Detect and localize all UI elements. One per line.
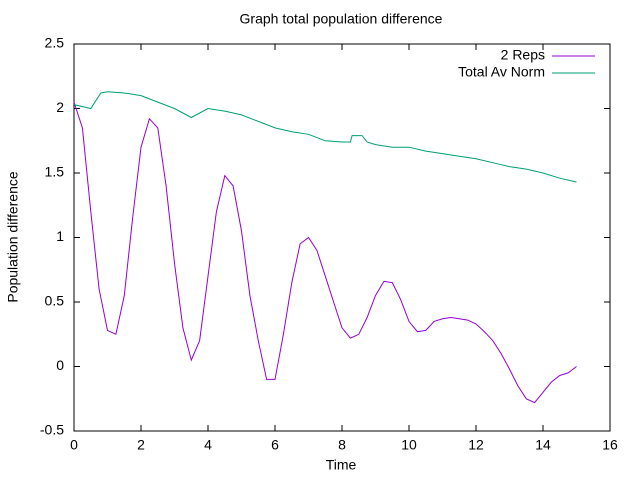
x-tick-label: 0 — [70, 437, 78, 453]
x-tick-label: 12 — [468, 437, 484, 453]
x-tick-label: 8 — [338, 437, 346, 453]
series-line — [73, 101, 577, 404]
series-line — [73, 91, 577, 183]
y-tick-label: 1.5 — [45, 164, 65, 180]
x-tick-label: 6 — [271, 437, 279, 453]
y-tick-label: 1 — [56, 228, 64, 244]
chart-title: Graph total population difference — [240, 11, 443, 27]
legend-label: 2 Reps — [501, 47, 545, 63]
x-axis-label: Time — [326, 457, 357, 473]
y-tick-label: 0.5 — [45, 293, 65, 309]
x-tick-label: 16 — [602, 437, 618, 453]
legend-label: Total Av Norm — [458, 64, 545, 80]
x-tick-label: 2 — [137, 437, 145, 453]
x-tick-label: 4 — [204, 437, 212, 453]
plot-frame — [73, 43, 611, 432]
x-tick-label: 14 — [535, 437, 551, 453]
y-tick-label: 2.5 — [45, 35, 65, 51]
x-tick-label: 10 — [401, 437, 417, 453]
y-tick-label: 2 — [56, 99, 64, 115]
y-tick-label: 0 — [56, 357, 64, 373]
y-tick-label: -0.5 — [40, 422, 64, 438]
y-axis-label: Population difference — [5, 171, 21, 302]
